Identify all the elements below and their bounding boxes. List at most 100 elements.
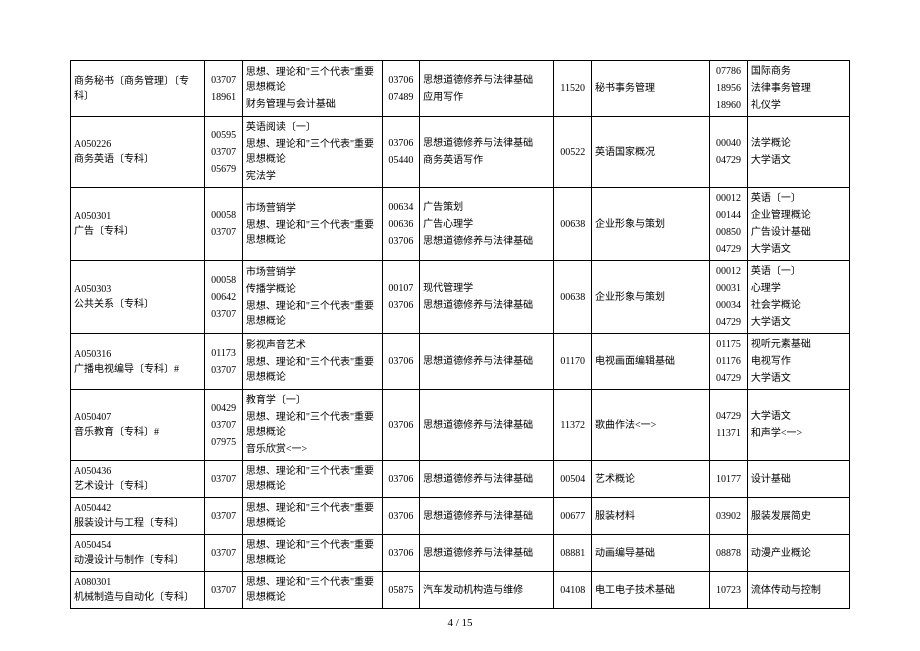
cell-line: 03707 (208, 72, 239, 89)
course-name-col9: 视听元素基础电视写作大学语文 (747, 334, 849, 390)
cell-line: 动漫产业概论 (751, 545, 846, 562)
course-name-col5: 现代管理学思想道德修养与法律基础 (420, 261, 554, 334)
cell-line: 01176 (713, 353, 744, 370)
table-row: A050316广播电视编导〔专科〕#0117303707影视声音艺术思想、理论和… (71, 334, 850, 390)
cell-line: 18961 (208, 89, 239, 106)
course-name-col7: 企业形象与策划 (592, 261, 710, 334)
course-name-col3: 思想、理论和"三个代表"重要思想概论 (242, 572, 382, 609)
cell-line: 广播电视编导〔专科〕# (74, 362, 201, 377)
cell-line: 00034 (713, 297, 744, 314)
cell-line: 10723 (713, 582, 744, 599)
cell-line: 00634 (386, 199, 417, 216)
cell-line: A050454 (74, 538, 201, 553)
course-code-col6: 01170 (554, 334, 592, 390)
cell-line: 企业形象与策划 (595, 216, 706, 233)
course-name-col3: 思想、理论和"三个代表"重要思想概论 (242, 535, 382, 572)
course-code-col2: 0117303707 (205, 334, 243, 390)
course-code-col4: 05875 (382, 572, 420, 609)
major-name: A050442服装设计与工程〔专科〕 (71, 498, 205, 535)
cell-line: 思想、理论和"三个代表"重要思想概论 (246, 136, 379, 168)
cell-line: 03707 (208, 471, 239, 488)
course-code-col6: 00638 (554, 261, 592, 334)
cell-line: 思想、理论和"三个代表"重要思想概论 (246, 217, 379, 249)
cell-line: 思想、理论和"三个代表"重要思想概论 (246, 500, 379, 532)
cell-line: 03706 (386, 545, 417, 562)
course-code-col6: 00638 (554, 188, 592, 261)
cell-line: A050407 (74, 410, 201, 425)
course-name-col7: 企业形象与策划 (592, 188, 710, 261)
course-code-col8: 00012001440085004729 (710, 188, 748, 261)
cell-line: 07489 (386, 89, 417, 106)
course-name-col3: 思想、理论和"三个代表"重要思想概论 (242, 498, 382, 535)
cell-line: 00040 (713, 135, 744, 152)
course-code-col2: 000580064203707 (205, 261, 243, 334)
course-code-col6: 08881 (554, 535, 592, 572)
cell-line: 电工电子技术基础 (595, 582, 706, 599)
cell-line: 00012 (713, 263, 744, 280)
course-name-col9: 设计基础 (747, 461, 849, 498)
cell-line: 03706 (386, 417, 417, 434)
course-name-col9: 大学语文和声学<一> (747, 390, 849, 461)
cell-line: 思想、理论和"三个代表"重要思想概论 (246, 574, 379, 606)
cell-line: 18960 (713, 97, 744, 114)
cell-line: 04729 (713, 152, 744, 169)
course-name-col7: 电工电子技术基础 (592, 572, 710, 609)
cell-line: 教育学〔一〕 (246, 392, 379, 409)
cell-line: 服装设计与工程〔专科〕 (74, 516, 201, 531)
cell-line: 03707 (208, 417, 239, 434)
table-row: A050442服装设计与工程〔专科〕03707思想、理论和"三个代表"重要思想概… (71, 498, 850, 535)
course-code-col2: 03707 (205, 461, 243, 498)
cell-line: 03706 (386, 471, 417, 488)
course-code-col2: 0005803707 (205, 188, 243, 261)
cell-line: 思想道德修养与法律基础 (423, 545, 550, 562)
cell-line: 03706 (386, 135, 417, 152)
cell-line: A050303 (74, 282, 201, 297)
cell-line: 思想道德修养与法律基础 (423, 508, 550, 525)
cell-line: 00058 (208, 272, 239, 289)
cell-line: 英语〔一〕 (751, 190, 846, 207)
course-code-col4: 03706 (382, 334, 420, 390)
course-name-col9: 服装发展简史 (747, 498, 849, 535)
cell-line: 03706 (386, 508, 417, 525)
cell-line: 03707 (208, 582, 239, 599)
course-code-col4: 0370605440 (382, 117, 420, 188)
cell-line: 思想、理论和"三个代表"重要思想概论 (246, 354, 379, 386)
cell-line: 英语阅读〔一〕 (246, 119, 379, 136)
cell-line: 企业管理概论 (751, 207, 846, 224)
cell-line: 03706 (386, 233, 417, 250)
cell-line: 思想道德修养与法律基础 (423, 233, 550, 250)
course-code-col6: 04108 (554, 572, 592, 609)
page-container: 商务秘书〔商务管理〕〔专科〕0370718961思想、理论和"三个代表"重要思想… (0, 0, 920, 651)
major-name: 商务秘书〔商务管理〕〔专科〕 (71, 61, 205, 117)
major-name: A050303公共关系〔专科〕 (71, 261, 205, 334)
cell-line: 汽车发动机构造与维修 (423, 582, 550, 599)
course-code-col8: 03902 (710, 498, 748, 535)
cell-line: A050316 (74, 347, 201, 362)
cell-line: 00638 (557, 216, 588, 233)
course-name-col7: 电视画面编辑基础 (592, 334, 710, 390)
cell-line: 11372 (557, 417, 588, 434)
cell-line: 00636 (386, 216, 417, 233)
cell-line: 思想道德修养与法律基础 (423, 353, 550, 370)
cell-line: 08878 (713, 545, 744, 562)
cell-line: 传播学概论 (246, 281, 379, 298)
cell-line: 04108 (557, 582, 588, 599)
course-name-col3: 英语阅读〔一〕思想、理论和"三个代表"重要思想概论宪法学 (242, 117, 382, 188)
cell-line: 企业形象与策划 (595, 289, 706, 306)
cell-line: 01173 (208, 345, 239, 362)
course-name-col7: 动画编导基础 (592, 535, 710, 572)
cell-line: 18956 (713, 80, 744, 97)
course-table: 商务秘书〔商务管理〕〔专科〕0370718961思想、理论和"三个代表"重要思想… (70, 60, 850, 609)
cell-line: 应用写作 (423, 89, 550, 106)
cell-line: 思想、理论和"三个代表"重要思想概论 (246, 537, 379, 569)
cell-line: 英语〔一〕 (751, 263, 846, 280)
course-name-col5: 思想道德修养与法律基础 (420, 535, 554, 572)
cell-line: A050442 (74, 501, 201, 516)
cell-line: 思想道德修养与法律基础 (423, 135, 550, 152)
course-name-col5: 广告策划广告心理学思想道德修养与法律基础 (420, 188, 554, 261)
course-name-col7: 英语国家概况 (592, 117, 710, 188)
cell-line: 电视画面编辑基础 (595, 353, 706, 370)
cell-line: 大学语文 (751, 152, 846, 169)
course-code-col2: 03707 (205, 572, 243, 609)
cell-line: 01170 (557, 353, 588, 370)
